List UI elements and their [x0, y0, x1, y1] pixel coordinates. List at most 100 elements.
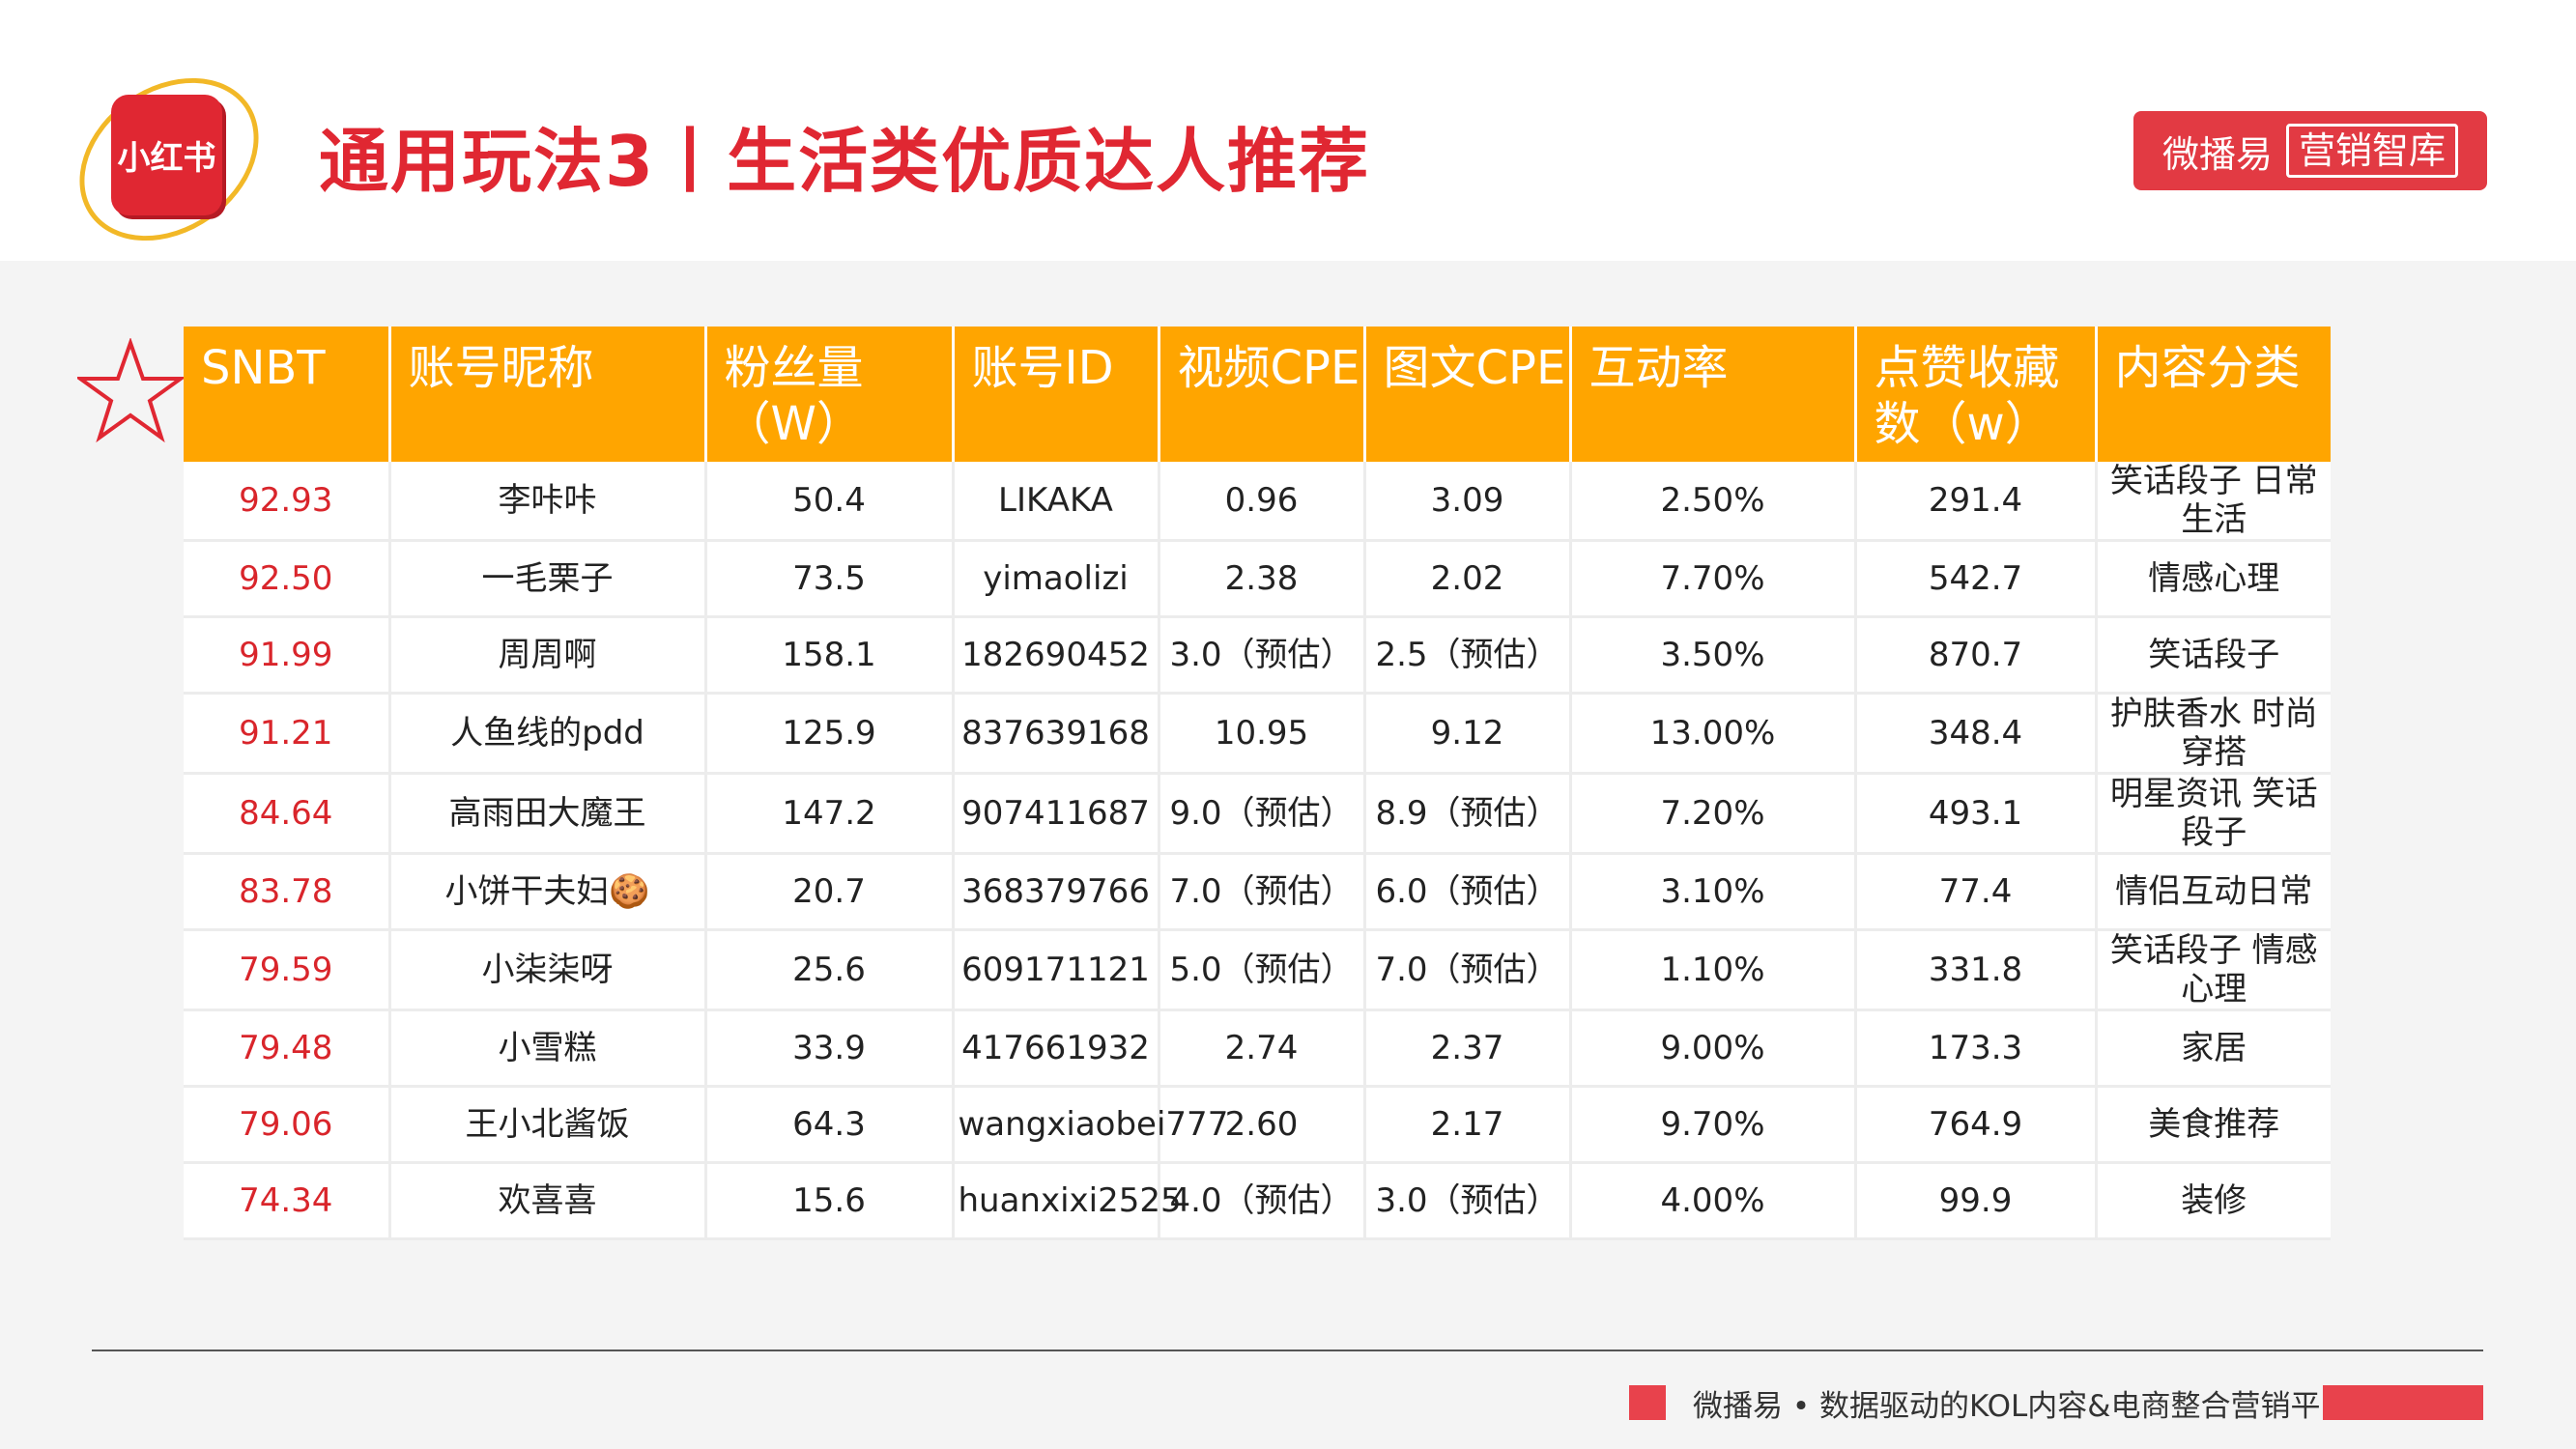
table-cell: 77.4	[1855, 853, 2098, 931]
snbt-cell: 83.78	[184, 853, 391, 931]
kol-table: SNBT 账号昵称 粉丝量（W） 账号ID 视频CPE 图文CPE 互动率 点赞收藏数（w）内…	[184, 327, 2331, 1240]
table-cell: 一毛栗子	[389, 540, 707, 618]
table-cell: 870.7	[1855, 616, 2098, 695]
table-cell: 609171121	[953, 929, 1160, 1011]
table-cell: 4.00%	[1570, 1162, 1857, 1240]
column-header: 点赞收藏数（w）	[1855, 327, 2098, 462]
snbt-cell: 92.50	[184, 540, 391, 618]
table-cell: 美食推荐	[2096, 1086, 2331, 1164]
table-cell: 2.37	[1364, 1009, 1572, 1088]
table-cell: 837639168	[953, 693, 1160, 775]
table-cell: 158.1	[705, 616, 955, 695]
table-cell: 2.60	[1159, 1086, 1366, 1164]
footer-text: 微播易 • 数据驱动的KOL内容&电商整合营销平台	[1693, 1389, 2351, 1424]
table-cell: 家居	[2096, 1009, 2331, 1088]
brand-badge: 微播易 营销智库	[2133, 111, 2487, 190]
table-cell: 2.02	[1364, 540, 1572, 618]
brand-sub: 营销智库	[2286, 124, 2459, 178]
table-header-row: SNBT 账号昵称 粉丝量（W） 账号ID 视频CPE 图文CPE 互动率 点赞收藏数（w）内…	[184, 327, 2331, 462]
table-cell: 10.95	[1159, 693, 1366, 775]
table-cell: 173.3	[1855, 1009, 2098, 1088]
table-cell: 情感心理	[2096, 540, 2331, 618]
snbt-cell: 79.06	[184, 1086, 391, 1164]
table-cell: 64.3	[705, 1086, 955, 1164]
table-cell: wangxiaobei777	[953, 1086, 1228, 1164]
table-cell: yimaolizi	[953, 540, 1160, 618]
table-row: 79.48 小雪糕 33.9 417661932 2.74 2.37 9.00% 173.3 家…	[184, 1009, 2331, 1088]
table-cell: 147.2	[705, 773, 955, 855]
table-cell: 小饼干夫妇🍪	[389, 853, 707, 931]
table-cell: 4.0（预估）	[1159, 1162, 1366, 1240]
table-cell: 7.70%	[1570, 540, 1857, 618]
star-icon	[77, 338, 184, 443]
table-cell: 高雨田大魔王	[389, 773, 707, 855]
table-cell: 417661932	[953, 1009, 1160, 1088]
table-cell: 笑话段子 情感心理	[2096, 929, 2331, 1011]
table-cell: 368379766	[953, 853, 1160, 931]
table-cell: 李咔咔	[389, 462, 707, 542]
table-cell: 2.38	[1159, 540, 1366, 618]
table-cell: 20.7	[705, 853, 955, 931]
table-cell: 13.00%	[1570, 693, 1857, 775]
table-row: 74.34 欢喜喜 15.6 huanxixi2525 4.0（预估） 3.0（预估） 4.…	[184, 1162, 2331, 1240]
table-cell: 2.74	[1159, 1009, 1366, 1088]
column-header: 图文CPE	[1364, 327, 1572, 462]
table-cell: 25.6	[705, 929, 955, 1011]
table-row: 83.78 小饼干夫妇🍪 20.7 368379766 7.0（预估） 6.0（预估） 3.…	[184, 853, 2331, 931]
table-cell: 笑话段子 日常生活	[2096, 462, 2331, 542]
page-title: 通用玩法3丨生活类优质达人推荐	[319, 121, 1371, 202]
table-cell: 542.7	[1855, 540, 2098, 618]
table-cell: 73.5	[705, 540, 955, 618]
table-cell: 小柒柒呀	[389, 929, 707, 1011]
footer-bar	[2323, 1385, 2483, 1420]
table-cell: 欢喜喜	[389, 1162, 707, 1240]
table-cell: 1.10%	[1570, 929, 1857, 1011]
table-cell: 2.17	[1364, 1086, 1572, 1164]
snbt-cell: 79.59	[184, 929, 391, 1011]
table-cell: 8.9（预估）	[1364, 773, 1572, 855]
table-cell: 291.4	[1855, 462, 2098, 542]
column-header: 内容分类	[2096, 327, 2331, 462]
column-header: 互动率	[1570, 327, 1857, 462]
table-cell: 装修	[2096, 1162, 2331, 1240]
table-cell: 907411687	[953, 773, 1160, 855]
table-row: 84.64 高雨田大魔王 147.2 907411687 9.0（预估） 8.9（预估） 7…	[184, 773, 2331, 855]
footer-divider	[92, 1350, 2483, 1351]
table-row: 91.99 周周啊 158.1 182690452 3.0（预估） 2.5（预估） 3.50…	[184, 616, 2331, 695]
table-cell: 人鱼线的pdd	[389, 693, 707, 775]
table-cell: 3.50%	[1570, 616, 1857, 695]
table-row: 92.93 李咔咔 50.4 LIKAKA 0.96 3.09 2.50% 291.4 笑话段子…	[184, 462, 2331, 542]
table-row: 79.06 王小北酱饭 64.3 wangxiaobei777 2.60 2.17 9.70…	[184, 1086, 2331, 1164]
table-cell: huanxixi2525	[953, 1162, 1182, 1240]
table-cell: 周周啊	[389, 616, 707, 695]
table-cell: 护肤香水 时尚穿搭	[2096, 693, 2331, 775]
column-header: SNBT	[184, 327, 391, 462]
column-header: 粉丝量（W）	[705, 327, 955, 462]
table-cell: 99.9	[1855, 1162, 2098, 1240]
table-cell: 182690452	[953, 616, 1160, 695]
table-cell: 3.10%	[1570, 853, 1857, 931]
table-cell: LIKAKA	[953, 462, 1160, 542]
brand-name: 微播易	[2161, 132, 2273, 176]
column-header: 账号ID	[953, 327, 1160, 462]
table-cell: 2.50%	[1570, 462, 1857, 542]
xiaohongshu-logo: 小红书	[48, 44, 290, 274]
table-cell: 348.4	[1855, 693, 2098, 775]
table-cell: 0.96	[1159, 462, 1366, 542]
snbt-cell: 91.21	[184, 693, 391, 775]
logo-badge: 小红书	[111, 95, 222, 215]
snbt-cell: 91.99	[184, 616, 391, 695]
table-cell: 明星资讯 笑话段子	[2096, 773, 2331, 855]
table-cell: 125.9	[705, 693, 955, 775]
table-cell: 笑话段子	[2096, 616, 2331, 695]
footer-square	[1629, 1385, 1666, 1420]
table-cell: 小雪糕	[389, 1009, 707, 1088]
table-cell: 6.0（预估）	[1364, 853, 1572, 931]
table-cell: 9.70%	[1570, 1086, 1857, 1164]
table-cell: 50.4	[705, 462, 955, 542]
table-cell: 9.00%	[1570, 1009, 1857, 1088]
table-cell: 7.0（预估）	[1364, 929, 1572, 1011]
table-row: 91.21 人鱼线的pdd 125.9 837639168 10.95 9.12 13.00…	[184, 693, 2331, 775]
table-cell: 5.0（预估）	[1159, 929, 1366, 1011]
header: 小红书 通用玩法3丨生活类优质达人推荐 微播易 营销智库	[0, 0, 2576, 274]
